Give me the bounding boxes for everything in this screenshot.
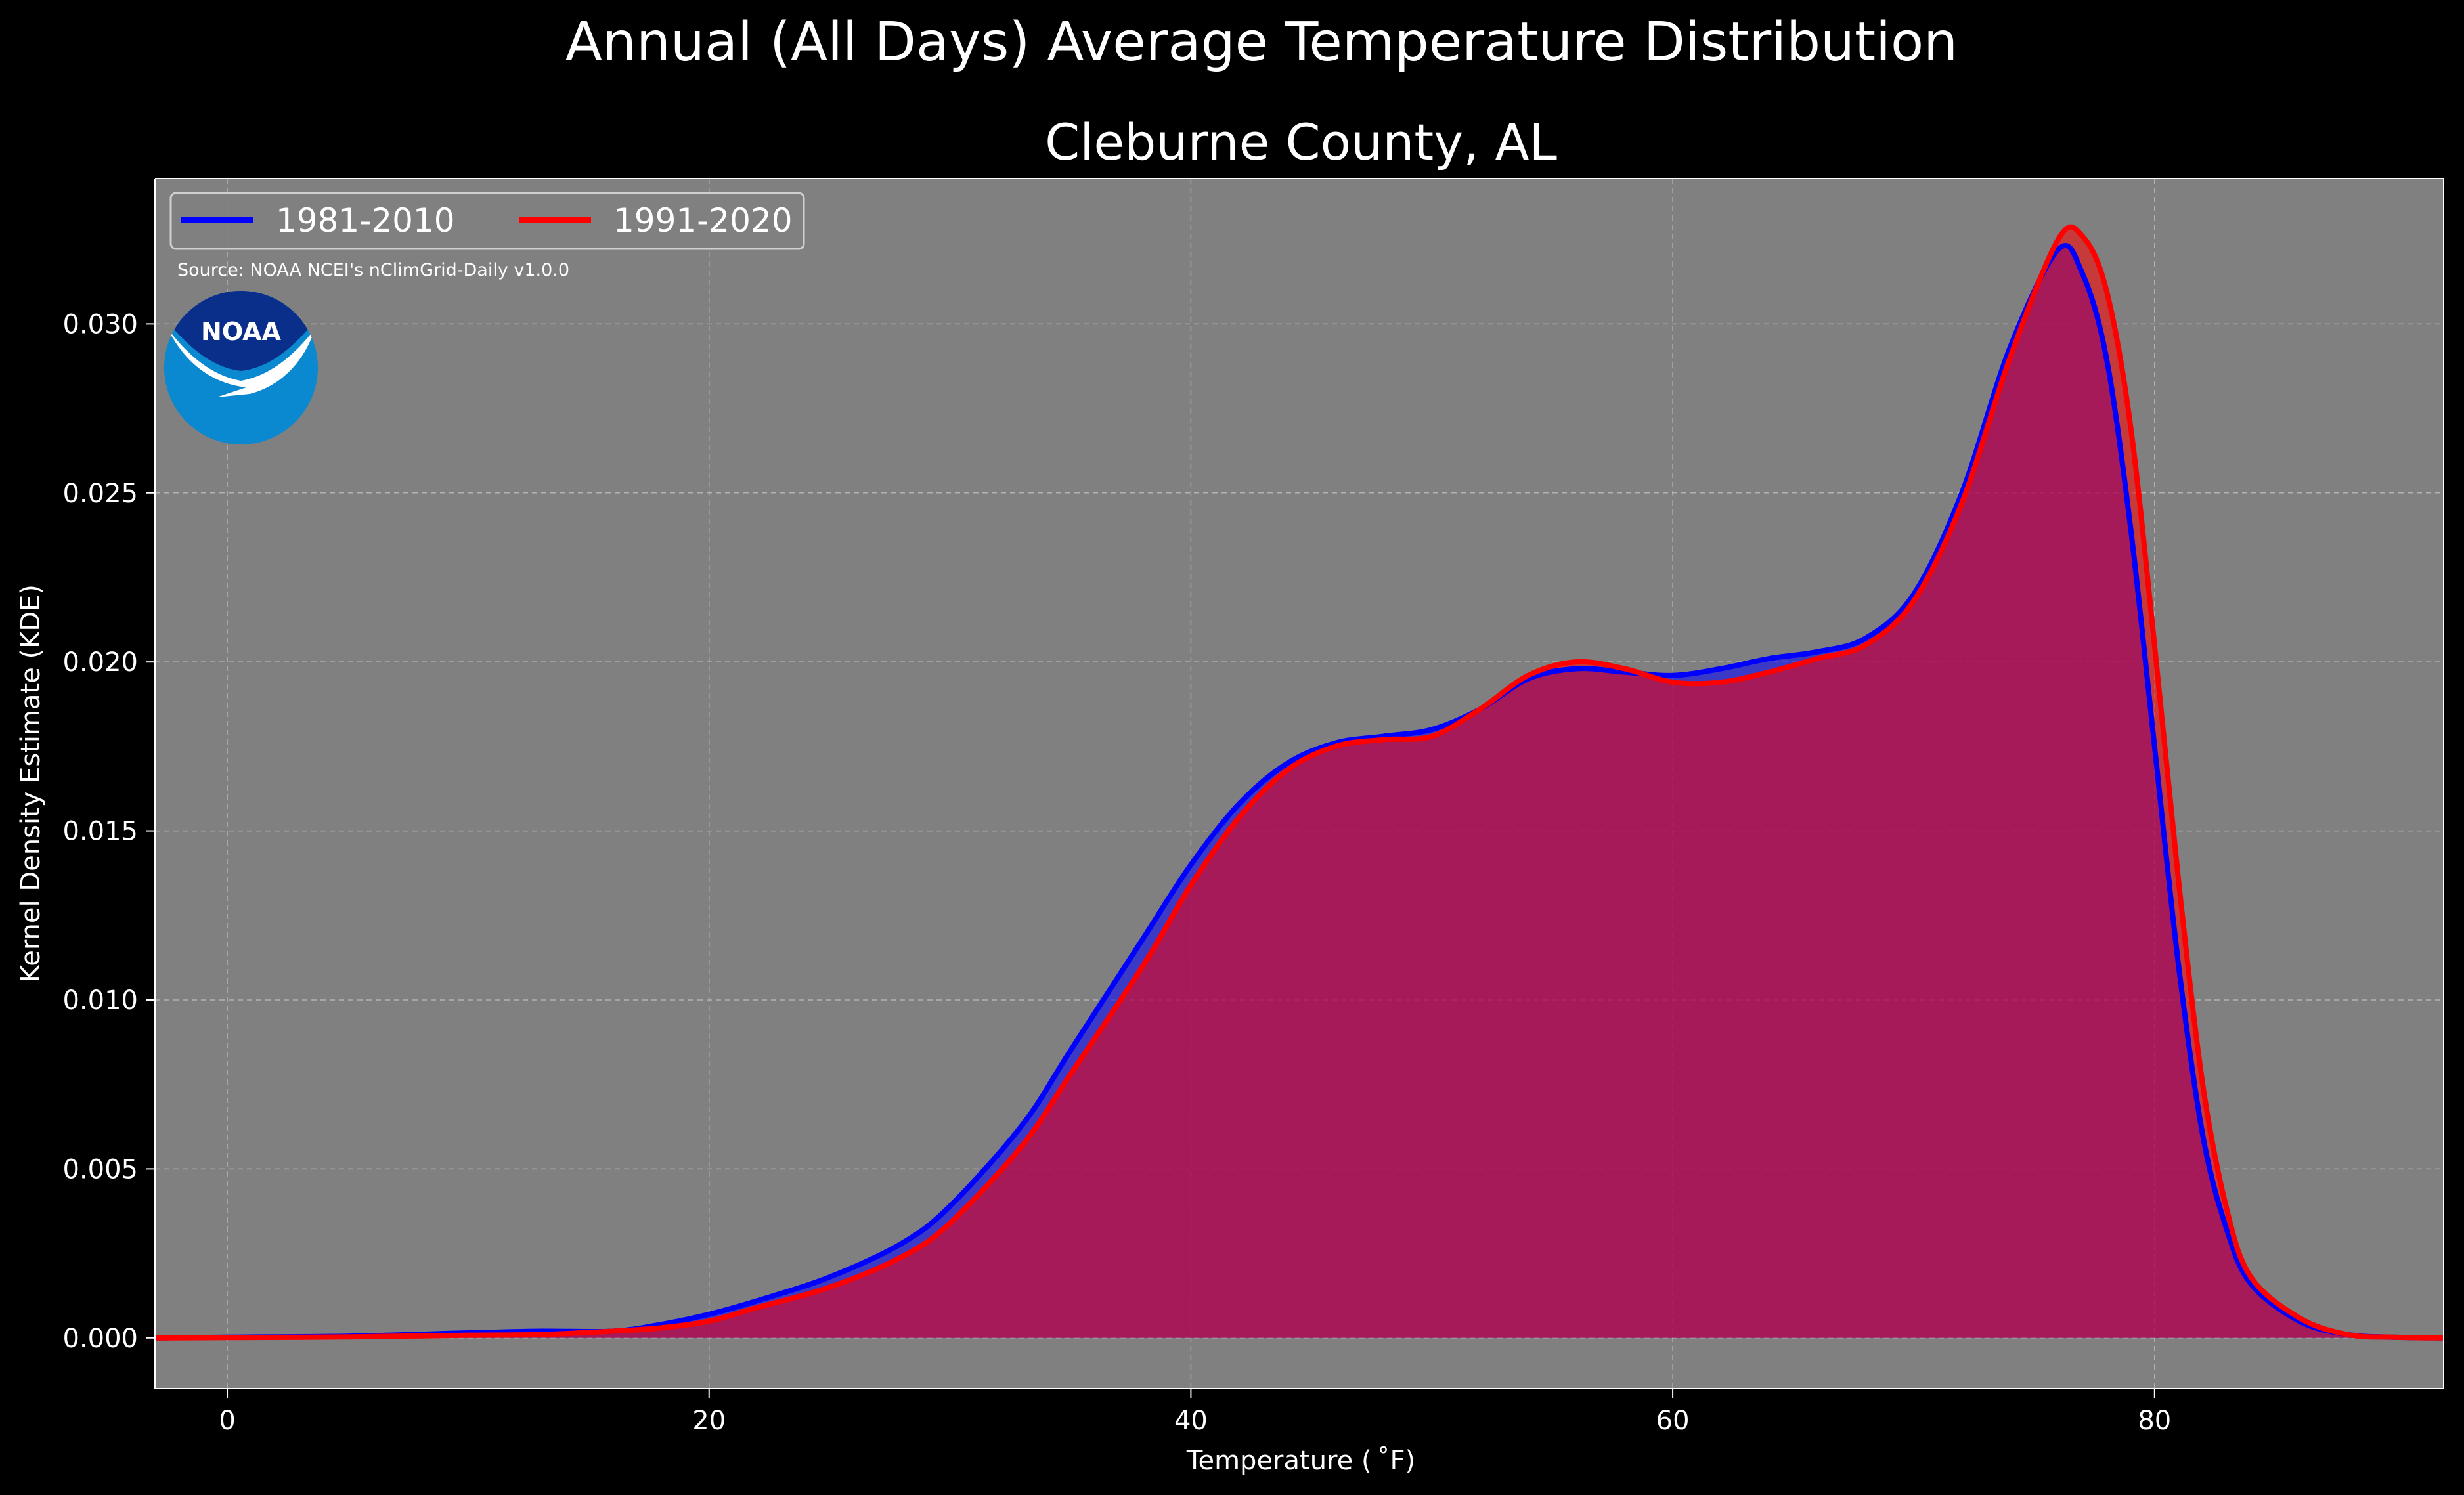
chart-subtitle: Cleburne County, AL	[1045, 113, 1557, 171]
y-tick-label: 0.015	[62, 817, 138, 847]
series-fill-1991-2020	[155, 227, 2444, 1338]
series-line-1991-2020	[154, 224, 2444, 1341]
y-tick-label: 0.020	[62, 647, 138, 678]
legend-label-1991-2020: 1991-2020	[613, 202, 793, 240]
x-tick-label: 0	[219, 1406, 235, 1436]
y-tick-label: 0.010	[62, 986, 138, 1016]
x-tick-label: 60	[1656, 1406, 1690, 1436]
axes	[154, 178, 2444, 1389]
noaa-logo-upper	[164, 291, 318, 371]
noaa-logo-gull	[167, 328, 315, 397]
x-tick-label: 20	[692, 1406, 726, 1436]
series-line-1981-2010	[154, 242, 2444, 1341]
y-tick-label: 0.030	[62, 309, 138, 339]
y-ticks: 0.000 0.005 0.010 0.015 0.020 0.025 0.030	[62, 309, 155, 1354]
noaa-logo: NOAA	[164, 291, 318, 444]
legend-frame	[169, 192, 805, 250]
source-note: Source: NOAA NCEI's nClimGrid-Daily v1.0…	[177, 260, 569, 280]
chart-title: Annual (All Days) Average Temperature Di…	[565, 11, 1958, 74]
y-tick-label: 0.025	[62, 479, 138, 509]
x-ticks: 0 20 40 60 80	[219, 1389, 2171, 1436]
y-tick-label: 0.005	[62, 1154, 138, 1184]
noaa-logo-text: NOAA	[201, 317, 281, 346]
series-lines	[154, 224, 2444, 1341]
y-tick-label: 0.000	[62, 1324, 138, 1354]
x-tick-label: 40	[1174, 1406, 1208, 1436]
x-axis-label: Temperature ( ˚F)	[1186, 1446, 1415, 1476]
legend-label-1981-2010: 1981-2010	[276, 202, 455, 240]
y-axis-label: Kernel Density Estimate (KDE)	[16, 584, 46, 982]
series-fills	[155, 227, 2444, 1338]
legend: 1981-2010 1991-2020	[169, 192, 805, 250]
x-tick-label: 80	[2138, 1406, 2171, 1436]
